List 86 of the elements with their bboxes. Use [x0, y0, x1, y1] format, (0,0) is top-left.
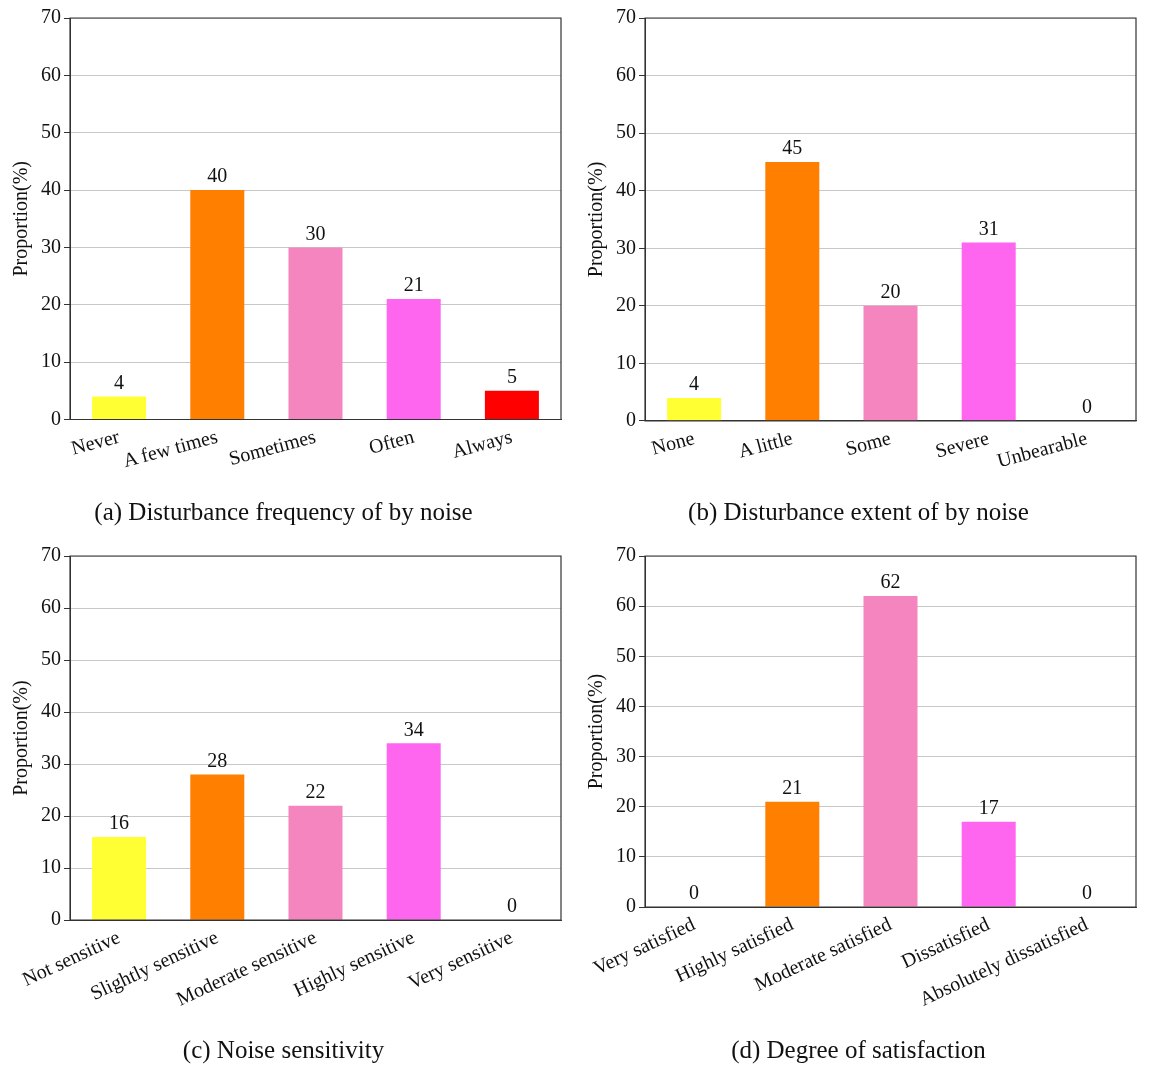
y-tick-label: 0: [626, 408, 636, 431]
y-tick-label: 20: [41, 292, 61, 315]
y-tick-label: 20: [41, 803, 61, 826]
bar: [667, 397, 722, 421]
data-label: 62: [880, 570, 901, 593]
x-tick-label: Some: [843, 426, 894, 460]
y-tick-label: 40: [616, 177, 636, 200]
y-tick-label: 30: [41, 751, 61, 774]
y-tick-label: 50: [41, 647, 61, 670]
x-tick-label: Never: [68, 424, 122, 459]
data-label: 40: [207, 164, 228, 187]
bar: [288, 805, 343, 920]
bar: [961, 242, 1016, 421]
text: (b) Disturbance extent of by noise: [688, 497, 1029, 526]
bar: [92, 396, 147, 420]
y-axis-title: Proportion(%): [9, 160, 33, 277]
data-label: 4: [689, 372, 700, 395]
y-tick-label: 10: [41, 855, 61, 878]
y-tick-label: 70: [41, 5, 61, 28]
y-tick-label: 40: [41, 177, 61, 200]
y-tick-label: 30: [616, 743, 636, 766]
data-label: 0: [1081, 881, 1092, 904]
y-tick-label: 10: [41, 349, 61, 372]
data-label: 45: [782, 136, 803, 159]
y-tick-label: 60: [616, 593, 636, 616]
data-label: 17: [978, 796, 999, 819]
y-tick-label: 0: [626, 894, 636, 917]
data-label: 0: [689, 881, 700, 904]
y-tick-label: 20: [616, 293, 636, 316]
data-label: 0: [506, 894, 517, 917]
data-label: 20: [880, 280, 901, 303]
bar: [92, 836, 147, 920]
y-axis-title: Proportion(%): [584, 161, 608, 278]
x-tick-label: Sometimes: [226, 424, 319, 470]
y-tick-label: 40: [616, 693, 636, 716]
data-label: 0: [1081, 395, 1092, 418]
bar: [765, 801, 820, 907]
x-tick-label: A few times: [120, 424, 220, 472]
data-label: 34: [403, 717, 424, 740]
y-tick-label: 0: [51, 907, 61, 930]
data-label: 30: [305, 221, 326, 244]
bar: [961, 821, 1016, 907]
x-tick-label: None: [648, 426, 697, 459]
y-tick-label: 70: [616, 5, 636, 28]
y-tick-label: 30: [41, 234, 61, 257]
data-label: 21: [782, 775, 803, 798]
y-tick-label: 0: [51, 406, 61, 429]
x-tick-label: Severe: [932, 426, 992, 462]
x-tick-label: Unbearable: [994, 426, 1090, 472]
data-label: 4: [114, 370, 125, 393]
y-tick-label: 70: [616, 543, 636, 566]
data-label: 5: [506, 365, 517, 388]
x-tick-label: Often: [366, 424, 417, 458]
data-label: 21: [403, 273, 424, 296]
y-tick-label: 60: [616, 62, 636, 85]
bar: [484, 390, 539, 420]
y-tick-label: 40: [41, 699, 61, 722]
data-label: 16: [109, 811, 130, 834]
x-tick-label: A little: [735, 426, 795, 462]
text: (c) Noise sensitivity: [182, 1035, 385, 1064]
bar: [765, 161, 820, 421]
bar: [190, 190, 245, 420]
bar: [863, 305, 918, 421]
y-tick-label: 10: [616, 844, 636, 867]
y-tick-label: 50: [41, 119, 61, 142]
text: (a) Disturbance frequency of by noise: [94, 497, 473, 526]
y-tick-label: 50: [616, 120, 636, 143]
y-axis-title: Proportion(%): [584, 673, 608, 790]
bar: [288, 247, 343, 420]
y-axis-title: Proportion(%): [9, 680, 33, 796]
x-tick-label: Always: [449, 424, 515, 463]
data-label: 22: [305, 779, 326, 802]
bar: [386, 299, 441, 420]
data-label: 31: [978, 216, 999, 239]
y-tick-label: 60: [41, 62, 61, 85]
y-tick-label: 50: [616, 643, 636, 666]
bar: [863, 596, 918, 907]
bar: [386, 743, 441, 920]
bar: [190, 774, 245, 920]
y-tick-label: 20: [616, 793, 636, 816]
y-tick-label: 10: [616, 350, 636, 373]
y-tick-label: 70: [41, 543, 61, 566]
data-label: 28: [207, 748, 228, 771]
y-tick-label: 30: [616, 235, 636, 258]
text: (d) Degree of satisfaction: [731, 1035, 987, 1064]
y-tick-label: 60: [41, 595, 61, 618]
